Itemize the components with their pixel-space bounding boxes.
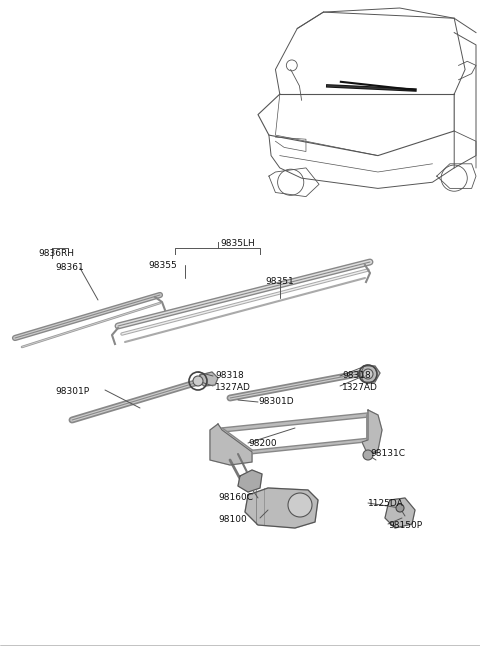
Polygon shape [198, 372, 218, 386]
Text: 98150P: 98150P [388, 522, 422, 531]
Text: 98361: 98361 [55, 264, 84, 272]
Circle shape [363, 450, 373, 460]
Text: 98351: 98351 [265, 277, 294, 287]
Polygon shape [238, 470, 262, 492]
Circle shape [288, 493, 312, 517]
Polygon shape [210, 424, 252, 465]
Text: 98131C: 98131C [370, 449, 405, 457]
Text: 98160C: 98160C [218, 493, 253, 502]
Text: 98200: 98200 [248, 438, 276, 447]
Polygon shape [245, 488, 318, 528]
Text: 98318: 98318 [342, 371, 371, 380]
Text: 98301D: 98301D [258, 398, 294, 407]
Polygon shape [385, 498, 415, 528]
Text: 98318: 98318 [215, 371, 244, 380]
Text: 98301P: 98301P [55, 388, 89, 396]
Polygon shape [360, 366, 380, 382]
Text: 1327AD: 1327AD [215, 382, 251, 392]
Circle shape [363, 369, 373, 379]
Text: 1327AD: 1327AD [342, 382, 378, 392]
Text: 1125DA: 1125DA [368, 499, 404, 508]
Circle shape [193, 376, 203, 386]
Text: 9836RH: 9836RH [38, 249, 74, 258]
Text: 98100: 98100 [218, 516, 247, 525]
Text: 98355: 98355 [148, 260, 177, 270]
Polygon shape [362, 410, 382, 455]
Circle shape [396, 504, 404, 512]
Text: 9835LH: 9835LH [220, 239, 255, 249]
